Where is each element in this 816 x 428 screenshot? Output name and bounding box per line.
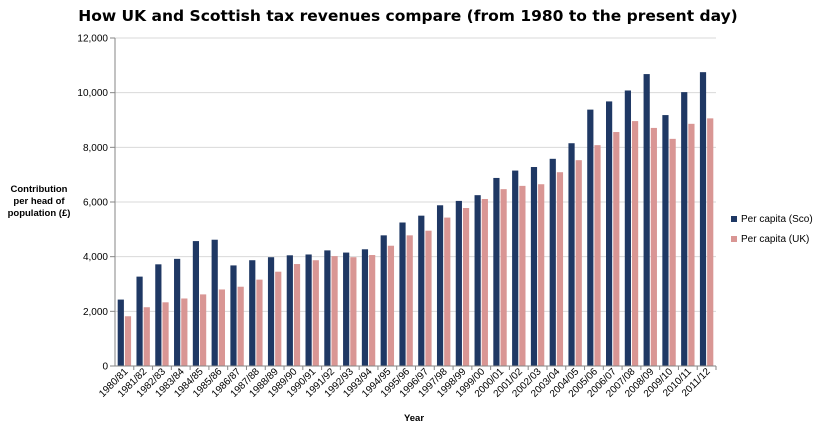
legend: Per capita (Sco) Per capita (UK) — [731, 214, 813, 245]
bar-uk — [406, 235, 413, 366]
bar-sco — [361, 249, 369, 366]
bar-sco — [624, 90, 631, 366]
bar-sco — [568, 143, 575, 366]
y-axis-title-line: per head of — [13, 196, 65, 207]
bar-uk — [631, 121, 639, 367]
bar-uk — [707, 118, 714, 366]
bar-sco — [455, 200, 462, 366]
bar-sco — [155, 264, 162, 366]
bar-uk — [200, 294, 207, 366]
bar-sco — [192, 241, 200, 366]
bar-uk — [124, 316, 132, 366]
bar-sco — [643, 74, 650, 366]
bar-sco — [418, 215, 425, 366]
y-tick-label: 8,000 — [83, 143, 108, 154]
bar-sco — [211, 239, 218, 366]
bar-uk — [462, 208, 470, 366]
bar-sco — [549, 158, 556, 366]
legend-swatch — [731, 236, 737, 242]
bar-sco — [681, 92, 688, 367]
bar-uk — [500, 189, 507, 366]
bar-sco — [117, 299, 124, 366]
bar-sco — [136, 276, 143, 366]
bar-uk — [293, 264, 301, 366]
legend-label: Per capita (Sco) — [741, 214, 813, 225]
bar-uk — [162, 302, 169, 366]
bar-uk — [331, 256, 338, 366]
legend-swatch — [731, 216, 737, 222]
x-axis-title: Year — [404, 413, 424, 424]
bar-uk — [275, 271, 282, 366]
y-axis-ticks: 0 2,000 4,000 6,000 8,000 10,000 12,000 — [77, 34, 115, 373]
bar-uk — [218, 289, 225, 366]
bar-sco — [305, 254, 312, 366]
bar-uk — [312, 260, 319, 366]
bar-uk — [519, 185, 526, 366]
y-axis-title-line: Contribution — [11, 184, 68, 195]
bar-sco — [380, 235, 387, 366]
y-tick-label: 12,000 — [77, 34, 108, 45]
bar-uk — [538, 184, 545, 366]
bar-uk — [556, 172, 564, 366]
bar-sco — [399, 222, 406, 366]
bar-uk — [387, 245, 395, 366]
y-axis-title-line: population (£) — [8, 208, 71, 219]
bar-uk — [688, 123, 695, 367]
legend-label: Per capita (UK) — [741, 234, 809, 245]
bar-uk — [256, 279, 263, 366]
bar-sco — [267, 257, 275, 366]
bar-uk — [444, 217, 451, 366]
bar-sco — [343, 252, 350, 366]
bar-sco — [474, 195, 481, 366]
bar-uk — [594, 145, 601, 366]
chart-title: How UK and Scottish tax revenues compare… — [78, 7, 738, 25]
bar-uk — [350, 257, 357, 366]
bar-sco — [174, 258, 181, 366]
bar-sco — [249, 260, 256, 366]
bar-sco — [493, 177, 500, 366]
bar-sco — [587, 109, 594, 366]
bars — [117, 72, 714, 367]
bar-uk — [669, 138, 676, 366]
bar-uk — [575, 160, 582, 366]
bar-uk — [650, 127, 657, 366]
bar-uk — [181, 298, 188, 366]
bar-sco — [606, 101, 613, 366]
bar-sco — [230, 265, 237, 366]
bar-uk — [613, 132, 620, 366]
y-tick-label: 0 — [102, 362, 108, 373]
y-tick-label: 2,000 — [83, 307, 108, 318]
bar-sco — [512, 170, 519, 366]
bar-sco — [662, 115, 669, 366]
x-axis-ticks: 1980/811981/821982/831983/841984/851985/… — [97, 366, 717, 400]
bar-sco — [530, 167, 538, 366]
bar-uk — [143, 307, 150, 366]
bar-uk — [481, 198, 488, 366]
bar-sco — [436, 205, 444, 366]
bar-sco — [699, 72, 707, 367]
y-tick-label: 10,000 — [77, 88, 108, 99]
bar-sco — [324, 250, 331, 366]
y-tick-label: 4,000 — [83, 252, 108, 263]
bar-uk — [237, 286, 244, 366]
bar-sco — [286, 255, 293, 366]
bar-uk — [425, 230, 432, 366]
bar-uk — [369, 255, 376, 366]
y-tick-label: 6,000 — [83, 198, 108, 209]
